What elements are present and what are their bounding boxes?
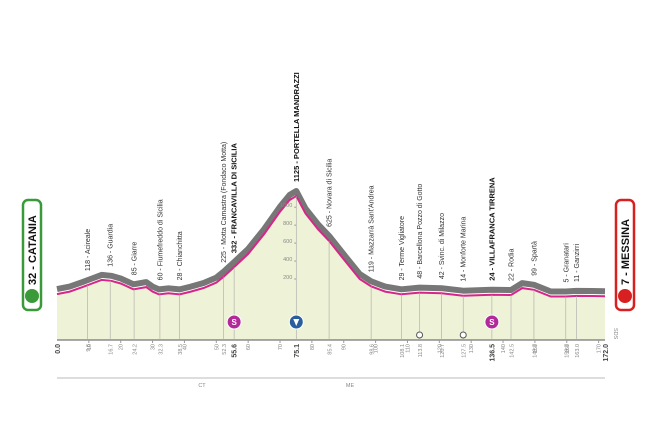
x-tick-label: 40 [182,344,188,350]
x-tick-label: 10 [87,344,93,350]
profile-ridge [56,188,606,295]
y-tick-label: 800 [283,221,292,227]
waypoint-label: 42 - Svinc. di Milazzo [439,213,446,279]
y-tick-label: 1000 [280,203,292,209]
waypoint-label: 332 - FRANCAVILLA DI SICILIA [230,143,239,254]
segment-label: CT [198,383,206,389]
km-label: 32.3 [158,344,164,355]
y-tick-label: 200 [283,275,292,281]
y-tick-label: 600 [283,239,292,245]
x-tick-label: 90 [342,344,348,350]
km-label: 24.2 [133,344,139,355]
x-tick-label: 170 [597,344,603,353]
waypoint-label: 225 - Motta Camastra (Fondaco Motta) [221,142,228,263]
waypoint-label: 22 - Rodia [509,249,516,281]
km-label: 172.0 [603,344,610,362]
km-label: 75.1 [294,344,301,358]
x-tick-label: 30 [151,344,157,350]
x-tick-label: 150 [533,344,539,353]
waypoint-label: 85 - Giarre [132,242,139,276]
km-label: 159.7 [564,344,570,358]
waypoint-label: 625 - Novara di Sicilia [327,159,334,227]
marker [226,314,242,330]
waypoint-label: 48 - Barcellona Pozzo di Gotto [417,184,424,279]
km-label: 38.5 [178,344,184,355]
x-tick-label: 100 [374,344,380,353]
waypoint-label: 11 - Ganzirri [574,244,581,282]
finish-label: 7 - MESSINA [620,219,632,285]
waypoint-label: 60 - Fiumefreddo di Sicilia [157,199,164,280]
sprint-symbol: S [489,318,495,327]
waypoint-label: 29 - Terme Vigliatore [399,216,406,280]
x-tick-label: 140 [501,344,507,353]
waypoint-label: 5 - Granatari [563,243,570,283]
marker [459,331,467,339]
waypoint-label: 1125 - PORTELLA MANDRAZZI [292,72,301,182]
km-label: 136.5 [489,344,496,362]
km-label: 52.3 [222,344,228,355]
km-label: 108.1 [400,344,406,358]
km-label: 120.7 [440,344,446,358]
x-tick-label: 20 [119,344,125,350]
finish-box [614,198,636,312]
waypoint-label: 99 - Spartà [531,241,538,276]
profile-area [57,196,605,340]
x-tick-label: 80 [310,344,316,350]
x-tick-label: 50 [214,344,220,350]
finish-icon [618,289,632,303]
waypoint-label: 118 - Acireale [85,229,92,271]
km-label: 163.0 [575,344,581,358]
x-tick-label: 160 [565,344,571,353]
note: SDS [612,328,618,340]
sprint-symbol: S [231,318,237,327]
y-tick-label: 400 [283,257,292,263]
km-label: 55.6 [232,344,239,358]
km-label: 0.0 [55,344,62,354]
km-label: 9.6 [86,344,92,352]
km-label: 127.5 [462,344,468,358]
km-label: 98.6 [370,344,376,355]
x-tick-label: 70 [278,344,284,350]
km-label: 85.4 [328,344,334,355]
kom-symbol [293,319,300,326]
marker [484,314,500,330]
km-label: 142.5 [510,344,516,358]
waypoint-label: 28 - Chianchitta [177,231,184,280]
x-tick-label: 60 [246,344,252,350]
km-label: 113.8 [418,344,424,357]
waypoint-label: 136 - Guardia [108,224,115,267]
segment-label: ME [346,383,355,389]
km-label: 16.7 [109,344,115,355]
waypoint-label: 14 - Monforte Marina [461,217,468,282]
marker [416,331,424,339]
x-tick-label: 110 [405,344,411,353]
x-tick-label: 130 [469,344,475,353]
start-label: 32 - CATANIA [27,215,39,285]
waypoint-label: 24 - VILLAFRANCA TIRRENA [487,177,496,281]
x-tick-label: 120 [437,344,443,353]
start-icon [25,289,39,303]
km-label: 149.7 [532,344,538,358]
start-box [21,198,43,312]
waypoint-label: 119 - Mazzarrà Sant'Andrea [369,185,376,272]
